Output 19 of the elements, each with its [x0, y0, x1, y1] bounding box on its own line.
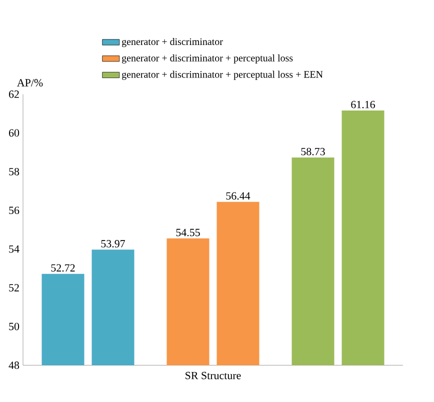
y-tick-label: 54	[9, 245, 20, 253]
data-label: 52.72	[51, 264, 75, 272]
legend-label: generator + discriminator + perceptual loss	[122, 54, 293, 64]
y-tick-label: 52	[9, 284, 19, 292]
legend-label: generator + discriminator	[122, 38, 223, 48]
y-tick-label: 60	[8, 129, 20, 137]
data-label: 53.97	[101, 240, 126, 248]
data-label: 54.55	[176, 228, 200, 236]
x-axis-title: SR Structure	[186, 372, 241, 380]
legend-label: generator + discriminator + perceptual loss + EEN	[122, 70, 323, 80]
y-tick-label: 62	[8, 90, 19, 98]
y-tick-label: 50	[9, 322, 20, 330]
y-tick-label: 58	[9, 168, 20, 176]
data-label: 61.16	[351, 100, 376, 108]
y-tick-label: 48	[8, 362, 20, 369]
y-tick-label: 56	[9, 206, 20, 214]
data-label: 56.44	[226, 192, 250, 200]
y-axis-title: AP/%	[17, 79, 43, 86]
data-label: 58.73	[301, 148, 325, 156]
